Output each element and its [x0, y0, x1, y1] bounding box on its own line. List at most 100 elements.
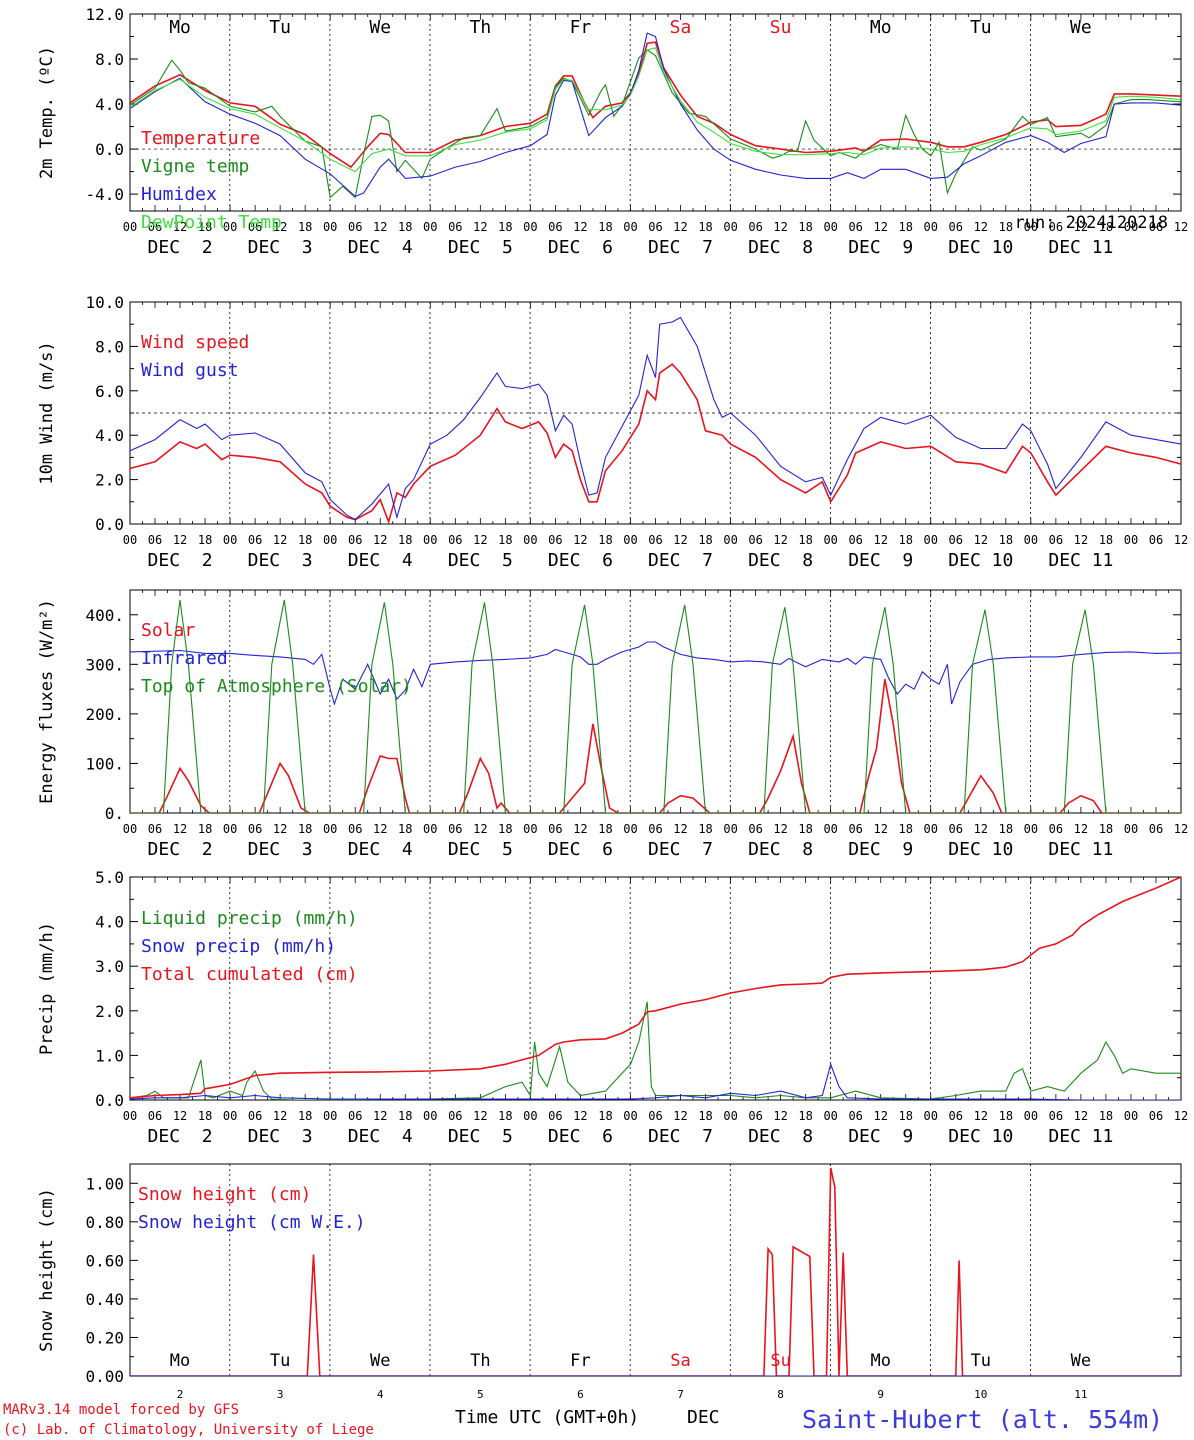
day-of-week-label: Mo	[870, 17, 892, 38]
x-tick-label: 12	[873, 822, 887, 836]
x-tick-label: 18	[298, 1109, 312, 1123]
y-tick-label: 0.0	[95, 515, 124, 534]
x-tick-label: 06	[548, 822, 562, 836]
date-label: DEC 2	[148, 1126, 213, 1147]
legend-entry: Wind gust	[141, 360, 239, 381]
x-tick-label: 00	[623, 220, 637, 234]
date-label: DEC 2	[148, 550, 213, 571]
date-label: DEC 5	[448, 550, 513, 571]
x-tick-label: 12	[673, 533, 687, 547]
day-of-week-label: We	[1070, 17, 1092, 38]
x-tick-label: 06	[949, 220, 963, 234]
x-tick-label: 06	[648, 533, 662, 547]
x-tick-label: 06	[1049, 822, 1063, 836]
x-tick-label: 00	[823, 822, 837, 836]
date-label: DEC 8	[748, 237, 813, 258]
x-tick-label: 06	[148, 1109, 162, 1123]
x-tick-label: 00	[1024, 220, 1038, 234]
x-tick-label: 18	[598, 533, 612, 547]
x-tick-label: 18	[798, 533, 812, 547]
date-label: DEC 4	[348, 839, 413, 860]
snow-y-axis-label: Snow height (cm)	[37, 1188, 57, 1352]
day-of-week-label: We	[1071, 1351, 1091, 1371]
y-tick-label: 8.0	[95, 50, 124, 69]
x-tick-label: 00	[1024, 822, 1038, 836]
y-tick-label: 0.40	[85, 1290, 124, 1309]
x-tick-label: 12	[173, 533, 187, 547]
date-label: DEC 3	[248, 839, 313, 860]
x-tick-label: 00	[123, 1109, 137, 1123]
x-tick-label: 06	[848, 822, 862, 836]
snow-panel: 2 3 4 5 6 7 8 9 10 11 1.00 0.80 0.60 0.40 0.20 0.00 Snow…	[37, 1163, 1182, 1401]
x-tick-label: 18	[598, 1109, 612, 1123]
y-tick-label: 0.80	[85, 1213, 124, 1232]
date-label: DEC 10	[948, 550, 1013, 571]
y-tick-label: 4.0	[95, 913, 124, 932]
x-tick-label: 00	[123, 822, 137, 836]
date-label: DEC 3	[248, 237, 313, 258]
y-tick-label: 0.00	[85, 1367, 124, 1386]
x-tick-label: 18	[999, 533, 1013, 547]
x-tick-label: 06	[848, 1109, 862, 1123]
x-tick-label: 06	[1049, 533, 1063, 547]
x-tick-label: 06	[448, 220, 462, 234]
x-tick-label: 00	[723, 1109, 737, 1123]
x-tick-label: 18	[298, 533, 312, 547]
x-tick-label: 18	[999, 1109, 1013, 1123]
date-label: DEC 5	[448, 237, 513, 258]
x-tick-label: 18	[198, 220, 212, 234]
x-tick-label: 12	[173, 220, 187, 234]
date-label: DEC 10	[948, 1126, 1013, 1147]
x-tick-label: 00	[623, 1109, 637, 1123]
x-tick-label: 06	[748, 533, 762, 547]
x-tick-label: 06	[1149, 822, 1163, 836]
date-label: DEC 8	[748, 550, 813, 571]
x-tick-label: 18	[798, 822, 812, 836]
x-tick-label: 00	[924, 822, 938, 836]
x-tick-label: 00	[723, 220, 737, 234]
x-tick-label: 00	[924, 1109, 938, 1123]
legend-entry: Snow height (cm)	[138, 1184, 311, 1205]
date-label: DEC 6	[548, 237, 613, 258]
x-tick-label: 18	[498, 220, 512, 234]
x-tick-label: 12	[1174, 822, 1188, 836]
x-tick-label: 12	[573, 822, 587, 836]
x-tick-label: 12	[173, 1109, 187, 1123]
y-tick-label: 6.0	[95, 382, 124, 401]
x-tick-label: 12	[974, 220, 988, 234]
legend-entry: Liquid precip (mm/h)	[141, 908, 358, 929]
x-axis-label: Time UTC (GMT+0h)	[455, 1407, 639, 1428]
x-tick-label: 06	[448, 822, 462, 836]
x-tick-label: 00	[723, 533, 737, 547]
x-tick-label: 12	[573, 220, 587, 234]
x-tick-label: 12	[473, 822, 487, 836]
x-tick-label: 12	[974, 1109, 988, 1123]
x-tick-label: 18	[899, 533, 913, 547]
x-tick-label: 12	[773, 1109, 787, 1123]
legend-entry: Total cumulated (cm)	[141, 964, 358, 985]
y-tick-label: 2.0	[95, 1002, 124, 1021]
date-label: DEC 6	[548, 839, 613, 860]
temp-panel: 00 06 12 18 00 06 12 18 00 06 12 18 00 06 12 18 00 06 12 18…	[37, 5, 1188, 258]
x-tick-label: 12	[773, 822, 787, 836]
date-label: DEC 8	[748, 1126, 813, 1147]
x-tick-label: 06	[748, 1109, 762, 1123]
x-tick-label: 00	[323, 220, 337, 234]
series-line-top-of-atmosphere-solar-	[130, 599, 1181, 813]
x-tick-label: 12	[1074, 533, 1088, 547]
x-tick-label: 06	[648, 220, 662, 234]
x-tick-label: 06	[348, 822, 362, 836]
x-tick-label: 18	[398, 822, 412, 836]
x-tick-label: 00	[823, 533, 837, 547]
date-label: DEC 10	[948, 237, 1013, 258]
y-tick-label: 0.0	[95, 140, 124, 159]
x-tick-label: 18	[698, 822, 712, 836]
x-tick-label: 06	[1149, 220, 1163, 234]
date-label: DEC 9	[848, 237, 913, 258]
day-of-week-label: Fr	[570, 1351, 590, 1371]
y-tick-label: 0.0	[95, 1091, 124, 1110]
wind-y-axis-label: 10m Wind (m/s)	[37, 341, 57, 484]
x-tick-label: 18	[798, 220, 812, 234]
x-tick-label: 18	[198, 1109, 212, 1123]
